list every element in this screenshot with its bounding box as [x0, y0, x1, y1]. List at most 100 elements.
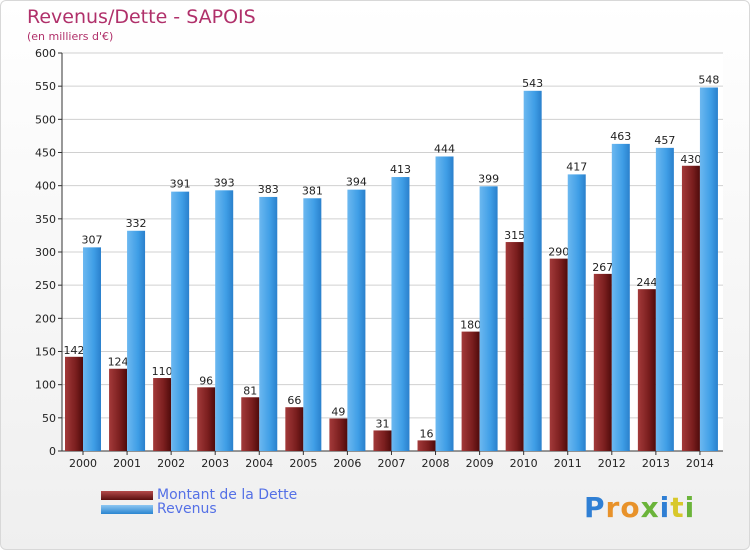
bar-revenus: [83, 247, 101, 451]
x-tick-label: 2001: [113, 457, 141, 470]
legend-label-revenus: Revenus: [157, 501, 217, 517]
bar-dette: [329, 418, 348, 451]
data-label-dette: 180: [460, 319, 481, 332]
bar-revenus: [567, 174, 586, 451]
x-tick-label: 2000: [69, 457, 97, 470]
logo-letter: P: [584, 491, 606, 524]
y-tick-label: 200: [35, 312, 56, 325]
bar-dette: [153, 378, 172, 451]
x-tick-label: 2013: [642, 457, 670, 470]
bar-chart: 0 50 100 150 200 250 300 350 400 450 500 550 600 142 3…: [35, 47, 723, 470]
bar-revenus: [655, 147, 674, 451]
y-tick-label: 600: [35, 47, 56, 60]
data-label-revenus: 332: [126, 217, 147, 230]
bar-dette: [197, 387, 216, 451]
data-label-revenus: 393: [214, 176, 235, 189]
bar-dette: [109, 368, 128, 451]
data-label-revenus: 391: [170, 178, 191, 191]
chart-subtitle: (en milliers d'€): [27, 30, 114, 43]
data-label-dette: 142: [64, 344, 85, 357]
y-tick-label: 50: [42, 412, 56, 425]
data-label-revenus: 307: [82, 233, 103, 246]
logo-letter: o: [620, 491, 641, 524]
data-label-revenus: 463: [610, 130, 631, 143]
data-label-revenus: 444: [434, 142, 455, 155]
proxiti-logo: Proxiti: [584, 491, 695, 524]
y-tick-label: 0: [49, 445, 56, 458]
bar-revenus: [127, 230, 146, 451]
x-tick-label: 2014: [686, 457, 714, 470]
y-tick-label: 350: [35, 213, 56, 226]
bar-dette: [593, 273, 612, 451]
data-label-revenus: 548: [698, 73, 719, 86]
bar-revenus: [303, 198, 322, 451]
bar-revenus: [259, 196, 278, 451]
bar-revenus: [479, 186, 498, 451]
data-label-revenus: 413: [390, 163, 411, 176]
bar-revenus: [611, 143, 630, 452]
bar-dette: [417, 440, 436, 451]
bar-revenus: [523, 90, 542, 451]
y-tick-label: 250: [35, 279, 56, 292]
data-label-dette: 244: [636, 276, 657, 289]
data-label-dette: 110: [152, 365, 173, 378]
bar-dette: [549, 258, 568, 451]
data-label-revenus: 399: [478, 172, 499, 185]
bar-revenus: [215, 190, 234, 451]
legend-item-dette: Montant de la Dette: [101, 487, 298, 503]
x-tick-label: 2007: [377, 457, 405, 470]
x-tick-label: 2008: [422, 457, 450, 470]
bar-revenus: [435, 156, 454, 452]
bar-dette: [241, 397, 260, 451]
legend-swatch-dette: [101, 490, 153, 500]
data-label-revenus: 543: [522, 77, 543, 90]
bar-dette: [65, 356, 83, 451]
x-tick-label: 2010: [510, 457, 538, 470]
x-tick-label: 2003: [201, 457, 229, 470]
logo-letter: x: [640, 491, 660, 524]
x-tick-label: 2006: [333, 457, 361, 470]
bar-dette: [681, 165, 700, 451]
data-label-dette: 66: [287, 394, 301, 407]
x-tick-label: 2012: [598, 457, 626, 470]
bar-dette: [505, 242, 524, 451]
data-label-dette: 315: [504, 229, 525, 242]
legend-item-revenus: Revenus: [101, 501, 217, 517]
logo-letter: i: [659, 491, 671, 524]
bar-dette: [461, 331, 480, 451]
legend-swatch-revenus: [101, 504, 153, 514]
y-tick-label: 550: [35, 80, 56, 93]
data-label-dette: 430: [680, 153, 701, 166]
data-label-dette: 81: [243, 384, 257, 397]
logo-letter: i: [684, 491, 696, 524]
x-tick-label: 2002: [157, 457, 185, 470]
data-label-revenus: 417: [566, 160, 587, 173]
y-tick-label: 400: [35, 180, 56, 193]
data-label-revenus: 394: [346, 176, 367, 189]
bar-revenus: [699, 87, 718, 451]
data-label-dette: 49: [331, 405, 345, 418]
data-label-dette: 31: [375, 417, 389, 430]
y-tick-label: 450: [35, 147, 56, 160]
bar-dette: [637, 289, 656, 451]
bar-revenus: [391, 177, 410, 451]
chart-title: Revenus/Dette - SAPOIS: [27, 6, 256, 28]
bar-dette: [285, 407, 304, 451]
x-tick-label: 2004: [245, 457, 273, 470]
data-label-dette: 124: [108, 356, 129, 369]
legend-label-dette: Montant de la Dette: [157, 487, 298, 503]
data-label-dette: 267: [592, 261, 613, 274]
x-tick-label: 2011: [554, 457, 582, 470]
y-tick-label: 500: [35, 113, 56, 126]
data-label-revenus: 383: [258, 183, 279, 196]
data-label-dette: 16: [420, 427, 434, 440]
x-tick-label: 2005: [289, 457, 317, 470]
y-tick-label: 300: [35, 246, 56, 259]
logo-letter: r: [605, 491, 621, 524]
bar-revenus: [347, 189, 366, 451]
x-tick-label: 2009: [466, 457, 494, 470]
data-label-revenus: 381: [302, 184, 323, 197]
bar-revenus: [171, 191, 190, 452]
bar-dette: [373, 430, 392, 451]
